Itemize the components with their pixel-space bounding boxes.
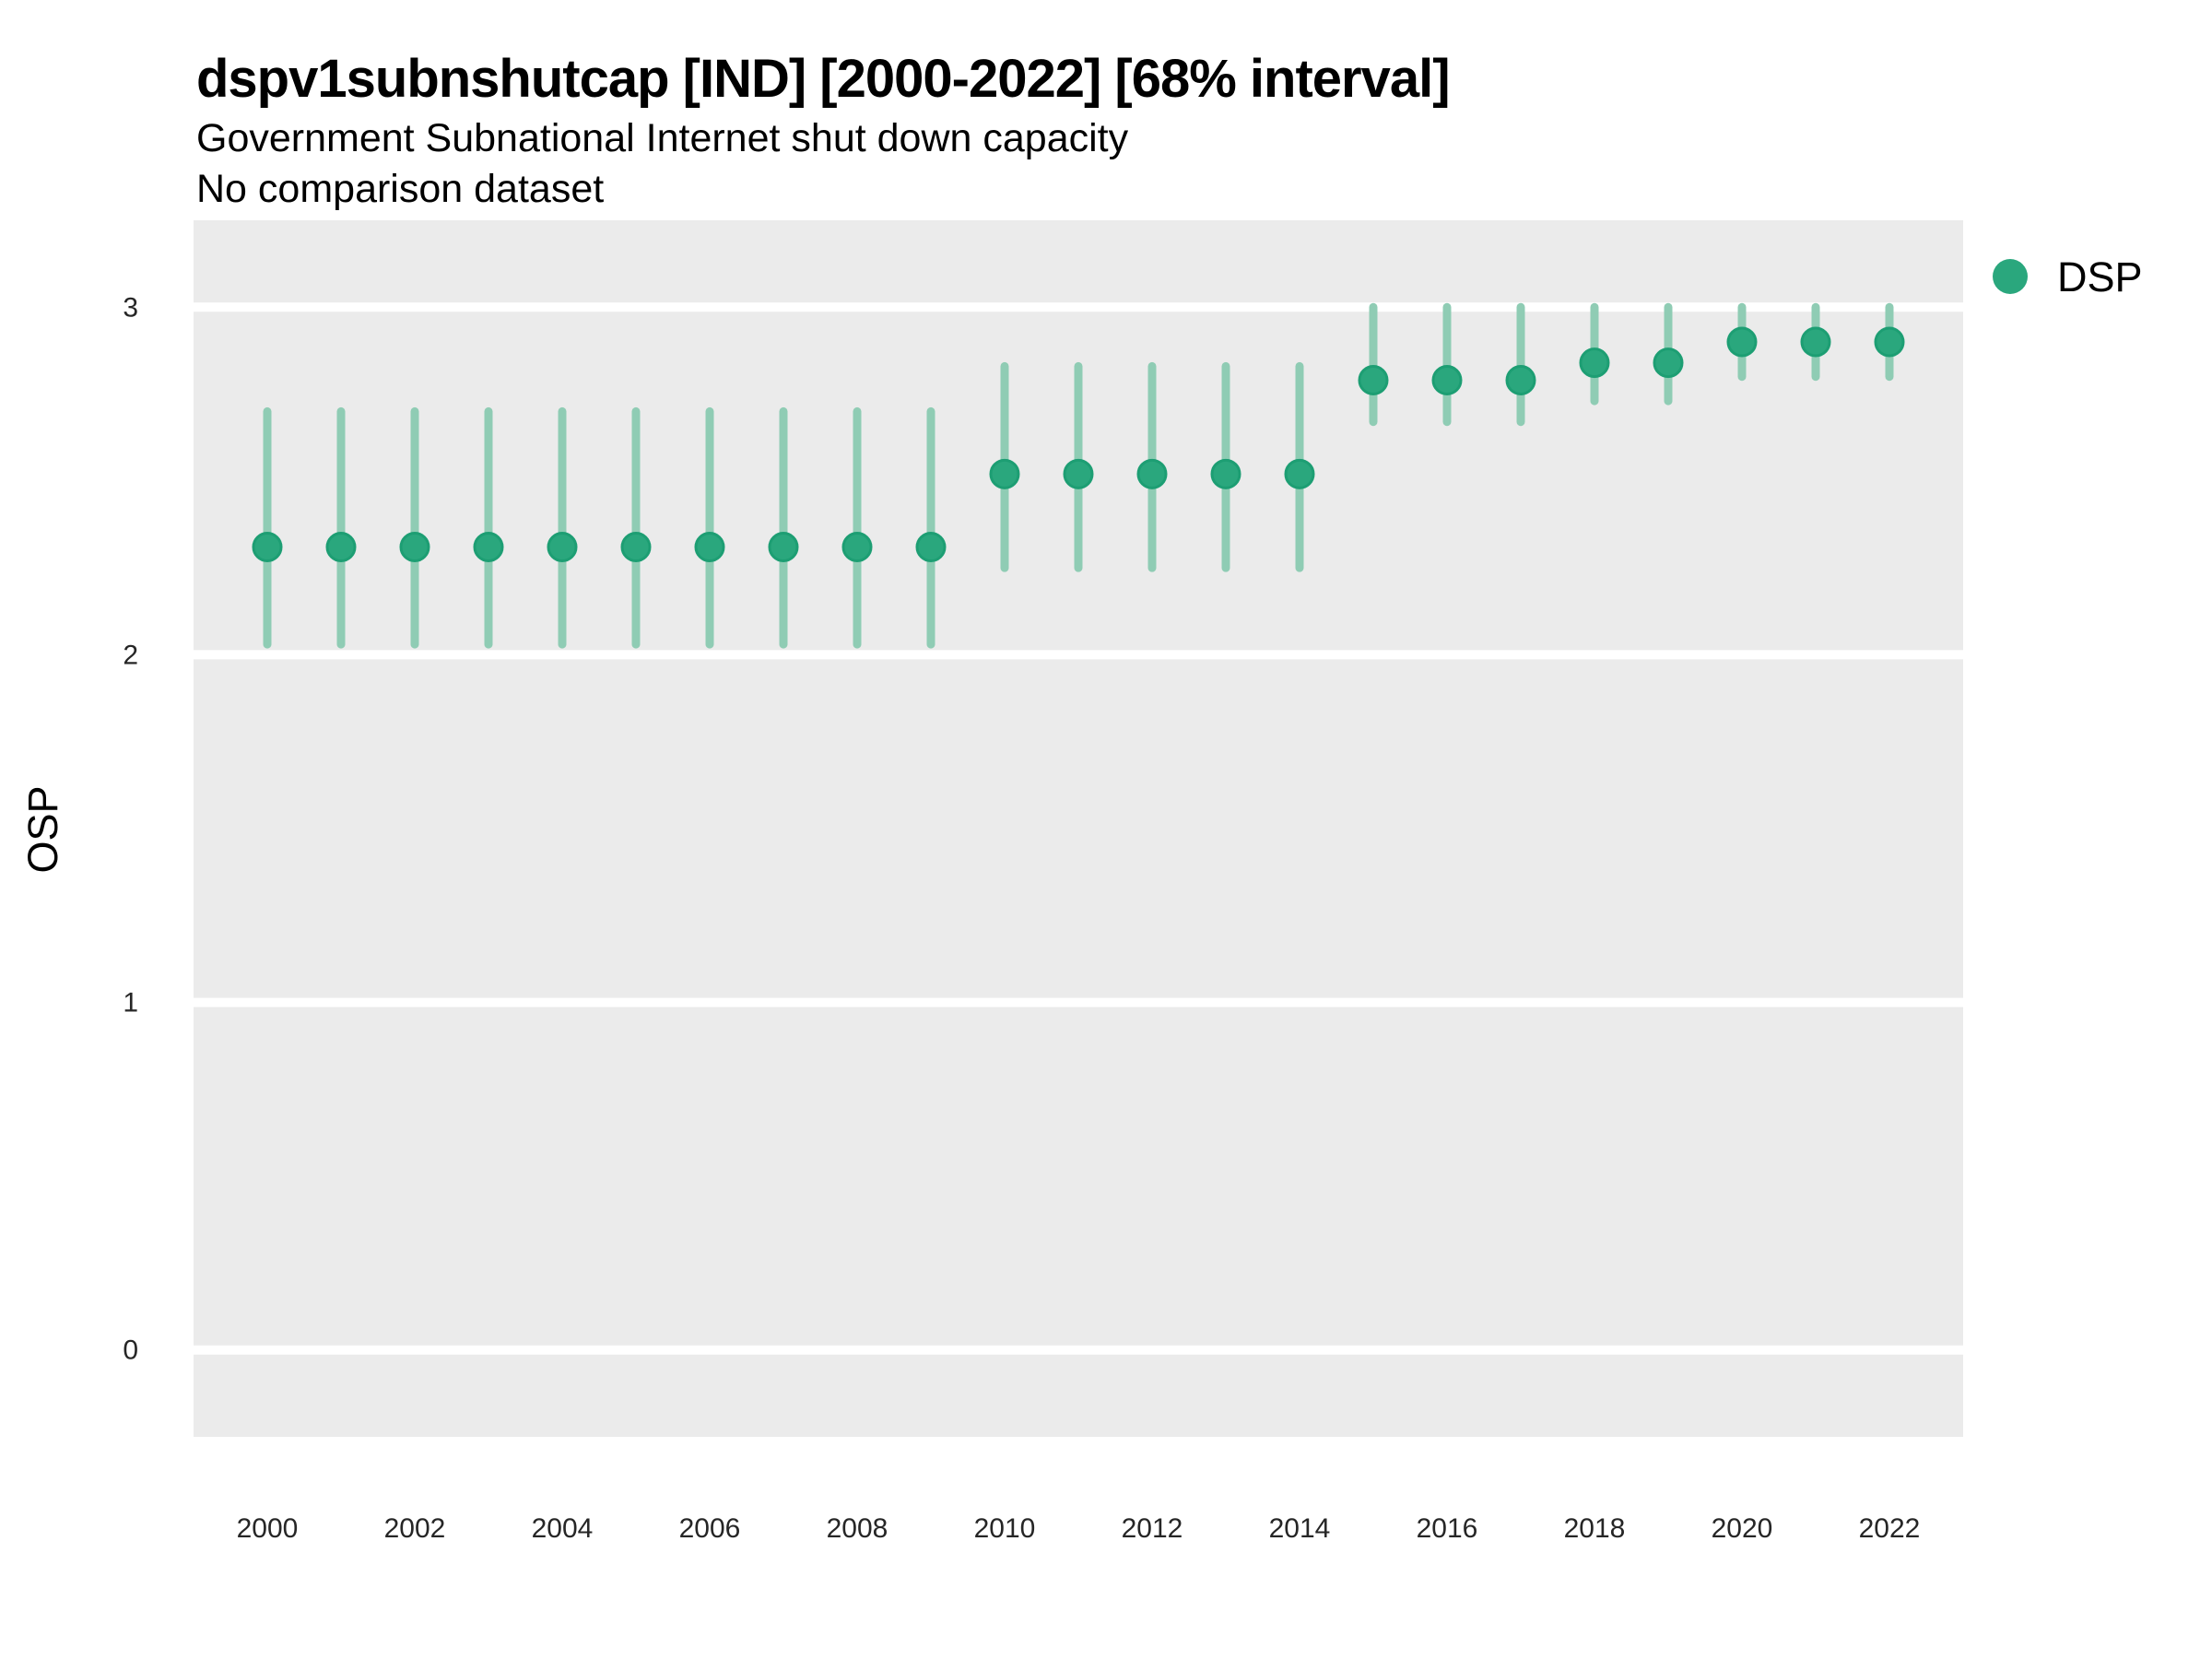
x-tick-label-2020: 2020 bbox=[1712, 1513, 1773, 1544]
x-tick-label-2008: 2008 bbox=[827, 1513, 888, 1544]
data-point-2018 bbox=[1579, 347, 1610, 379]
y-tick-label-3: 3 bbox=[123, 292, 138, 323]
data-point-2015 bbox=[1358, 364, 1389, 395]
data-point-2006 bbox=[694, 532, 725, 563]
data-point-2020 bbox=[1726, 326, 1758, 358]
y-tick-label-2: 2 bbox=[123, 640, 138, 670]
legend-marker-dsp bbox=[1993, 259, 2028, 294]
data-point-2014 bbox=[1284, 458, 1315, 489]
chart-caption: No comparison dataset bbox=[196, 167, 604, 211]
chart-title: dspv1subnshutcap [IND] [2000-2022] [68% … bbox=[196, 49, 1450, 109]
x-tick-label-2016: 2016 bbox=[1417, 1513, 1478, 1544]
x-tick-label-2012: 2012 bbox=[1122, 1513, 1183, 1544]
data-points bbox=[252, 326, 1905, 563]
y-tick-label-0: 0 bbox=[123, 1335, 138, 1366]
data-point-2000 bbox=[252, 532, 283, 563]
data-point-2003 bbox=[473, 532, 504, 563]
y-axis-tick-labels: 0 1 2 3 bbox=[123, 292, 138, 1365]
gridlines bbox=[194, 302, 1963, 1355]
data-point-2016 bbox=[1431, 364, 1463, 395]
data-point-2019 bbox=[1653, 347, 1684, 379]
legend: DSP bbox=[1993, 253, 2143, 300]
x-tick-label-2000: 2000 bbox=[237, 1513, 299, 1544]
data-point-2021 bbox=[1800, 326, 1831, 358]
x-tick-label-2022: 2022 bbox=[1859, 1513, 1921, 1544]
data-point-2002 bbox=[399, 532, 430, 563]
data-point-2022 bbox=[1874, 326, 1905, 358]
data-point-2007 bbox=[768, 532, 799, 563]
x-tick-label-2018: 2018 bbox=[1564, 1513, 1626, 1544]
y-axis-title: OSP bbox=[19, 785, 66, 873]
x-tick-label-2004: 2004 bbox=[532, 1513, 594, 1544]
x-tick-label-2014: 2014 bbox=[1269, 1513, 1331, 1544]
data-point-2017 bbox=[1505, 364, 1536, 395]
data-point-2004 bbox=[547, 532, 578, 563]
data-point-2001 bbox=[325, 532, 357, 563]
legend-label-dsp: DSP bbox=[2057, 253, 2143, 300]
y-tick-label-1: 1 bbox=[123, 988, 138, 1018]
data-point-2011 bbox=[1063, 458, 1094, 489]
chart-subtitle: Government Subnational Internet shut dow… bbox=[196, 116, 1129, 160]
data-point-2013 bbox=[1210, 458, 1241, 489]
data-point-2005 bbox=[620, 532, 652, 563]
data-point-2008 bbox=[841, 532, 873, 563]
x-tick-label-2002: 2002 bbox=[384, 1513, 446, 1544]
x-tick-label-2006: 2006 bbox=[679, 1513, 741, 1544]
data-point-2012 bbox=[1136, 458, 1168, 489]
data-point-2009 bbox=[915, 532, 947, 563]
x-tick-label-2010: 2010 bbox=[974, 1513, 1036, 1544]
data-point-2010 bbox=[989, 458, 1020, 489]
x-axis-tick-labels: 2000 2002 2004 2006 2008 2010 2012 2014 2016 2018… bbox=[237, 1513, 1921, 1544]
